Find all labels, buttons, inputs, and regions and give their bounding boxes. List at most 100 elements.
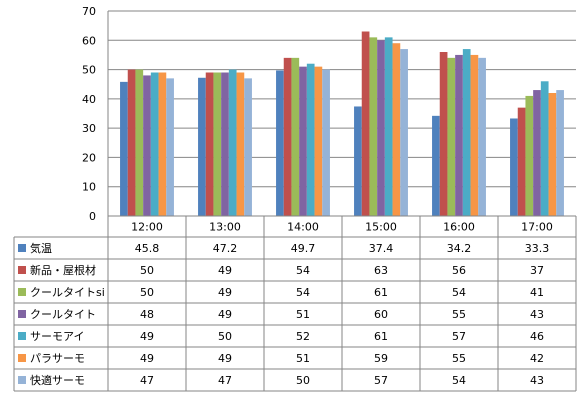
data-label: 55 [452, 308, 466, 321]
bar-2-4 [361, 31, 370, 216]
data-label: 57 [374, 374, 388, 387]
data-label: 61 [374, 286, 388, 299]
data-label: 63 [374, 264, 388, 277]
data-label: 49 [140, 330, 154, 343]
data-label: 33.3 [525, 242, 550, 255]
bar-5-3 [306, 63, 315, 216]
data-label: 37.4 [369, 242, 394, 255]
bar-4-6 [533, 90, 541, 216]
series-name-3: クールタイトsi [30, 286, 105, 299]
bar-1-5 [432, 115, 440, 216]
x-tick-label: 15:00 [365, 221, 397, 234]
data-label: 49 [218, 352, 232, 365]
bar-2-3 [283, 57, 292, 216]
bar-5-5 [462, 49, 471, 217]
bar-2-5 [439, 52, 448, 216]
bar-1-1 [120, 81, 128, 216]
data-label: 61 [374, 330, 388, 343]
series-name-1: 気温 [30, 241, 52, 255]
data-label: 54 [452, 286, 466, 299]
y-tick-label: 10 [82, 181, 96, 194]
data-label: 49 [218, 286, 232, 299]
data-label: 52 [296, 330, 310, 343]
legend-key-4 [18, 310, 26, 318]
bar-6-4 [392, 43, 401, 216]
series-name-5: サーモアイ [30, 330, 84, 343]
bar-6-1 [158, 72, 167, 216]
x-tick-label: 17:00 [521, 221, 553, 234]
data-label: 34.2 [447, 242, 472, 255]
bar-7-3 [322, 69, 330, 216]
bar-3-5 [447, 57, 456, 216]
data-label: 49 [218, 308, 232, 321]
series-name-7: 快適サーモ [30, 373, 85, 387]
bar-7-6 [556, 90, 564, 216]
x-tick-label: 14:00 [287, 221, 319, 234]
bar-1-3 [276, 70, 284, 216]
y-tick-label: 60 [82, 34, 96, 47]
data-label: 42 [530, 352, 544, 365]
bar-2-6 [517, 107, 526, 216]
bar-3-3 [291, 57, 300, 216]
data-label: 54 [452, 374, 466, 387]
bar-3-2 [213, 72, 222, 216]
data-label: 50 [296, 374, 310, 387]
bar-4-5 [455, 54, 463, 216]
data-label: 47 [218, 374, 232, 387]
bar-6-6 [548, 93, 557, 216]
bar-7-2 [244, 78, 252, 216]
y-tick-label: 0 [89, 210, 96, 223]
series-name-6: パラサーモ [30, 352, 85, 365]
data-label: 54 [296, 286, 310, 299]
x-tick-label: 12:00 [131, 221, 163, 234]
legend-key-1 [18, 244, 26, 252]
data-label: 56 [452, 264, 466, 277]
bar-7-1 [166, 78, 174, 216]
series-name-4: クールタイト [30, 308, 96, 321]
data-label: 47 [140, 374, 154, 387]
bar-3-6 [525, 95, 534, 216]
data-label: 50 [140, 264, 154, 277]
bar-1-4 [354, 106, 362, 216]
bar-4-4 [377, 40, 385, 217]
bar-5-4 [384, 37, 393, 216]
data-label: 47.2 [213, 242, 238, 255]
bar-6-2 [236, 72, 245, 216]
y-tick-label: 30 [82, 122, 96, 135]
legend-key-3 [18, 288, 26, 296]
data-label: 55 [452, 352, 466, 365]
y-tick-label: 40 [82, 93, 96, 106]
legend-key-6 [18, 354, 26, 362]
data-label: 45.8 [135, 242, 160, 255]
data-label: 50 [218, 330, 232, 343]
data-label: 49.7 [291, 242, 316, 255]
x-tick-label: 16:00 [443, 221, 475, 234]
bar-6-3 [314, 66, 323, 217]
data-label: 46 [530, 330, 544, 343]
data-label: 60 [374, 308, 388, 321]
x-tick-label: 13:00 [209, 221, 241, 234]
bar-5-6 [540, 81, 549, 217]
y-tick-label: 50 [82, 64, 96, 77]
data-label: 59 [374, 352, 388, 365]
bar-7-5 [478, 57, 486, 216]
bar-3-4 [369, 37, 378, 216]
bar-3-1 [135, 69, 144, 216]
data-label: 51 [296, 352, 310, 365]
bar-2-1 [127, 69, 136, 216]
data-label: 49 [140, 352, 154, 365]
bar-5-1 [150, 72, 159, 216]
legend-key-7 [18, 376, 26, 384]
data-label: 41 [530, 286, 544, 299]
bar-4-2 [221, 72, 229, 216]
bar-1-6 [510, 118, 518, 216]
bar-6-5 [470, 54, 479, 216]
bar-1-2 [198, 77, 206, 217]
data-label: 51 [296, 308, 310, 321]
bar-7-4 [400, 49, 408, 217]
data-label: 43 [530, 374, 544, 387]
y-tick-label: 20 [82, 151, 96, 164]
y-tick-label: 70 [82, 5, 96, 18]
bar-5-2 [228, 69, 237, 216]
